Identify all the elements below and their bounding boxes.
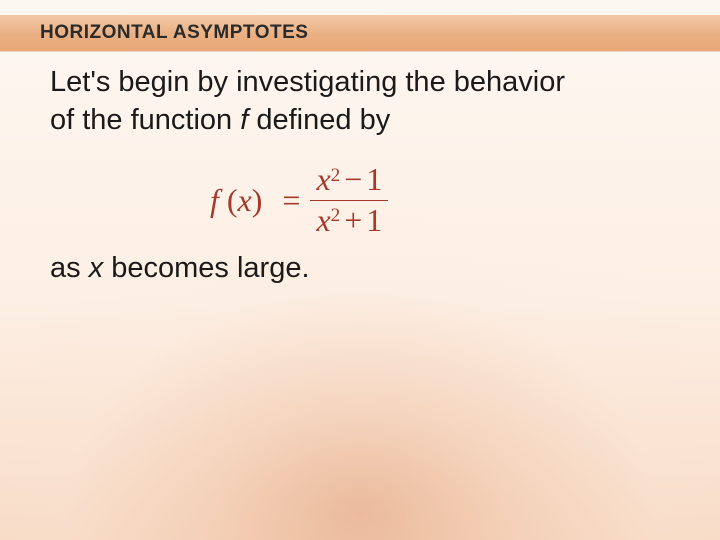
section-title: HORIZONTAL ASYMPTOTES	[40, 22, 308, 44]
formula-row: f (x) = x2−1 x2+1	[210, 163, 680, 237]
num-const: 1	[366, 161, 382, 197]
intro-line-1: Let's begin by investigating the behavio…	[50, 66, 565, 98]
lhs-f: f	[210, 182, 219, 218]
closing-a: as	[50, 252, 89, 284]
fraction-numerator: x2−1	[310, 163, 388, 197]
den-x: x	[316, 202, 330, 238]
den-const: 1	[366, 202, 382, 238]
intro-line-2a: of the function	[50, 104, 240, 136]
formula-fraction: x2−1 x2+1	[310, 163, 388, 237]
formula-lhs: f (x)	[210, 182, 262, 219]
fraction-bar	[310, 200, 388, 201]
lhs-x: x	[238, 182, 252, 218]
intro-paragraph: Let's begin by investigating the behavio…	[50, 64, 680, 139]
lhs-close: )	[252, 182, 263, 218]
fraction-denominator: x2+1	[310, 204, 388, 238]
num-op: −	[340, 161, 366, 197]
closing-line: as x becomes large.	[50, 252, 680, 285]
formula-block: f (x) = x2−1 x2+1	[210, 163, 680, 237]
closing-b: becomes large.	[103, 252, 309, 284]
slide: HORIZONTAL ASYMPTOTES Let's begin by inv…	[0, 0, 720, 540]
den-exp: 2	[331, 205, 341, 226]
lhs-open: (	[219, 182, 238, 218]
closing-x: x	[89, 252, 104, 284]
den-op: +	[340, 202, 366, 238]
intro-line-2b: defined by	[248, 104, 390, 136]
formula-equals: =	[282, 182, 300, 219]
title-bar: HORIZONTAL ASYMPTOTES	[0, 15, 720, 51]
num-x: x	[316, 161, 330, 197]
slide-body: Let's begin by investigating the behavio…	[50, 60, 680, 285]
num-exp: 2	[331, 165, 341, 186]
